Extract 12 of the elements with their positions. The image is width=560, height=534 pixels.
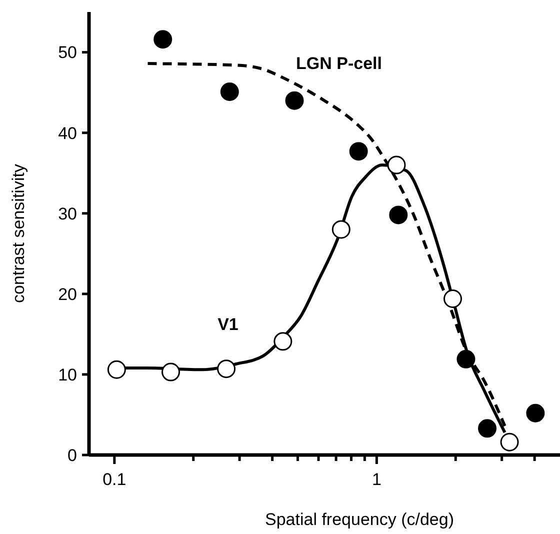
y-tick-label: 10 [58, 365, 77, 384]
x-tick-label: 1 [372, 470, 382, 489]
x-tick-label: 0.1 [102, 470, 126, 489]
y-tick-label: 40 [58, 124, 77, 143]
annotation: LGN P-cell [296, 54, 382, 73]
y-tick-label: 50 [58, 43, 77, 62]
y-tick-label: 30 [58, 204, 77, 224]
x-axis-title: Spatial frequency (c/deg) [265, 510, 454, 529]
y-tick-label: 0 [68, 446, 77, 465]
y-axis-title: contrast sensitivity [9, 164, 28, 303]
y-tick-label: 20 [58, 284, 77, 304]
annotation: V1 [218, 314, 238, 334]
